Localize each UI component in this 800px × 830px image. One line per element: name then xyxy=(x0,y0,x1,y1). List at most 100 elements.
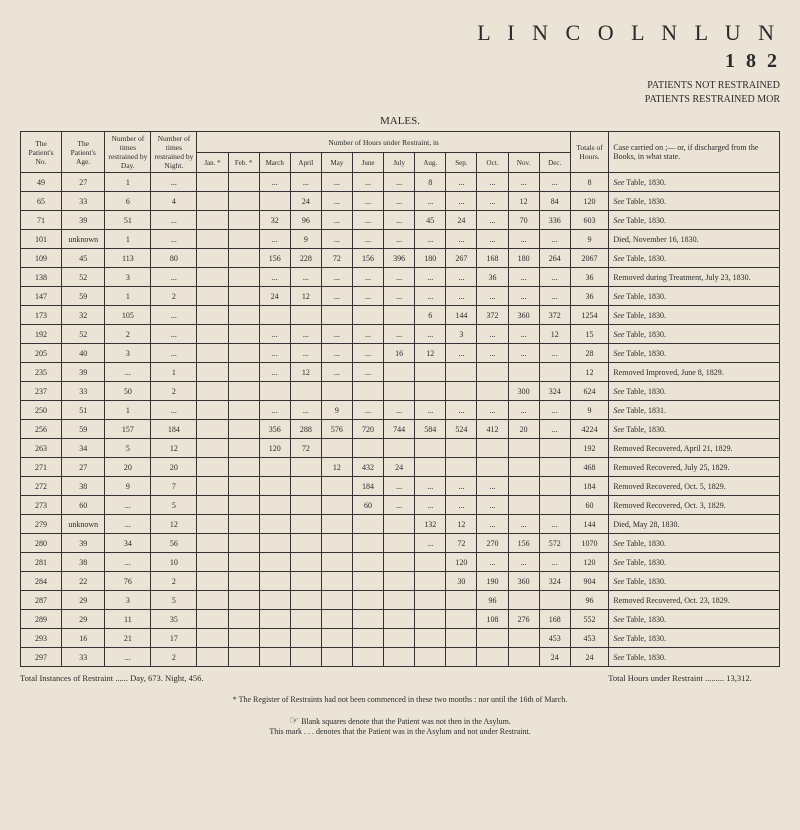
cell: 9 xyxy=(321,401,352,420)
cell: 372 xyxy=(477,306,508,325)
cell xyxy=(415,629,446,648)
cell xyxy=(228,515,259,534)
cell xyxy=(228,173,259,192)
case-cell: Removed Improved, June 8, 1829. xyxy=(609,363,780,382)
cell xyxy=(321,572,352,591)
case-cell: Died, May 28, 1830. xyxy=(609,515,780,534)
cell: 60 xyxy=(352,496,383,515)
col-month: Feb. * xyxy=(228,153,259,173)
cell: 72 xyxy=(446,534,477,553)
cell: ... xyxy=(508,553,539,572)
cell: ... xyxy=(290,401,321,420)
cell: 624 xyxy=(570,382,609,401)
cell: 284 xyxy=(21,572,62,591)
cell: 60 xyxy=(62,496,105,515)
cell: 24 xyxy=(446,211,477,230)
cell: 12 xyxy=(151,515,197,534)
footnote-1: * The Register of Restraints had not bee… xyxy=(20,695,780,704)
cell xyxy=(228,211,259,230)
cell: ... xyxy=(321,173,352,192)
cell: ... xyxy=(259,230,290,249)
cell: ... xyxy=(539,173,570,192)
cell: 76 xyxy=(105,572,151,591)
cell: ... xyxy=(446,401,477,420)
table-row: 14759122412........................36See… xyxy=(21,287,780,306)
cell: 8 xyxy=(570,173,609,192)
case-cell: See Table, 1830. xyxy=(609,344,780,363)
table-row: 289291135108276168552See Table, 1830. xyxy=(21,610,780,629)
cell xyxy=(259,306,290,325)
cell: 372 xyxy=(539,306,570,325)
cell: ... xyxy=(415,325,446,344)
cell: 24 xyxy=(290,192,321,211)
case-cell: See Table, 1830. xyxy=(609,648,780,667)
cell xyxy=(321,610,352,629)
cell xyxy=(228,648,259,667)
cell: 24 xyxy=(570,648,609,667)
cell: 324 xyxy=(539,382,570,401)
cell: 72 xyxy=(290,439,321,458)
cell: ... xyxy=(477,401,508,420)
cell: 192 xyxy=(21,325,62,344)
table-row: 29733...22424See Table, 1830. xyxy=(21,648,780,667)
cell: 24 xyxy=(384,458,415,477)
cell: 5 xyxy=(105,439,151,458)
cell: 51 xyxy=(62,401,105,420)
cell xyxy=(228,363,259,382)
cell: 237 xyxy=(21,382,62,401)
table-row: 28138...10120.........120See Table, 1830… xyxy=(21,553,780,572)
cell: ... xyxy=(477,287,508,306)
cell: 190 xyxy=(477,572,508,591)
restraint-table: The Patient's No. The Patient's Age. Num… xyxy=(20,131,780,667)
cell xyxy=(508,629,539,648)
case-cell: Removed Recovered, April 21, 1829. xyxy=(609,439,780,458)
cell: ... xyxy=(477,192,508,211)
cell: ... xyxy=(508,401,539,420)
cell: 132 xyxy=(415,515,446,534)
subtitle-block: PATIENTS NOT RESTRAINED PATIENTS RESTRAI… xyxy=(20,79,780,107)
cell: 20 xyxy=(508,420,539,439)
cell: 6 xyxy=(105,192,151,211)
cell: 60 xyxy=(570,496,609,515)
cell: ... xyxy=(352,363,383,382)
cell xyxy=(321,591,352,610)
table-row: 23733502300324624See Table, 1830. xyxy=(21,382,780,401)
cell xyxy=(384,591,415,610)
cell xyxy=(259,629,290,648)
cell: 289 xyxy=(21,610,62,629)
cell: 156 xyxy=(259,249,290,268)
cell: ... xyxy=(384,192,415,211)
col-month: March xyxy=(259,153,290,173)
table-row: 49271..................8............8See… xyxy=(21,173,780,192)
cell: 52 xyxy=(62,268,105,287)
cell: 8 xyxy=(415,173,446,192)
cell: 273 xyxy=(21,496,62,515)
cell: 3 xyxy=(446,325,477,344)
cell xyxy=(415,572,446,591)
cell xyxy=(321,382,352,401)
cell: ... xyxy=(352,325,383,344)
cell: 51 xyxy=(105,211,151,230)
table-row: 205403...............1612............28S… xyxy=(21,344,780,363)
cell xyxy=(384,439,415,458)
cell: 12 xyxy=(570,363,609,382)
cell: 432 xyxy=(352,458,383,477)
table-body: 49271..................8............8See… xyxy=(21,173,780,667)
cell: ... xyxy=(259,344,290,363)
table-row: 192522.....................3......1215Se… xyxy=(21,325,780,344)
cell: ... xyxy=(415,230,446,249)
cell: 412 xyxy=(477,420,508,439)
sub1: PATIENTS NOT RESTRAINED xyxy=(647,80,780,91)
cell: 453 xyxy=(570,629,609,648)
cell: ... xyxy=(105,363,151,382)
case-cell: See Table, 1830. xyxy=(609,192,780,211)
col-month: May xyxy=(321,153,352,173)
cell: 324 xyxy=(539,572,570,591)
cell xyxy=(290,477,321,496)
cell: 15 xyxy=(570,325,609,344)
cell xyxy=(446,439,477,458)
table-row: 2565915718435628857672074458452441220...… xyxy=(21,420,780,439)
cell xyxy=(197,572,228,591)
cell: 1 xyxy=(105,230,151,249)
cell xyxy=(384,382,415,401)
